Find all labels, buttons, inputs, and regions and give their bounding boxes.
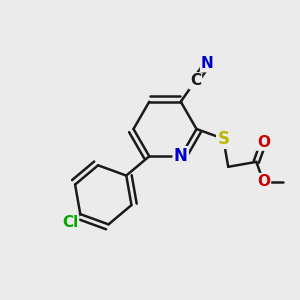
Text: O: O (257, 135, 270, 150)
Text: N: N (201, 56, 214, 71)
Text: C: C (190, 73, 201, 88)
Text: S: S (217, 130, 229, 148)
Text: Cl: Cl (62, 215, 78, 230)
Text: N: N (174, 147, 188, 165)
Text: O: O (257, 174, 270, 189)
